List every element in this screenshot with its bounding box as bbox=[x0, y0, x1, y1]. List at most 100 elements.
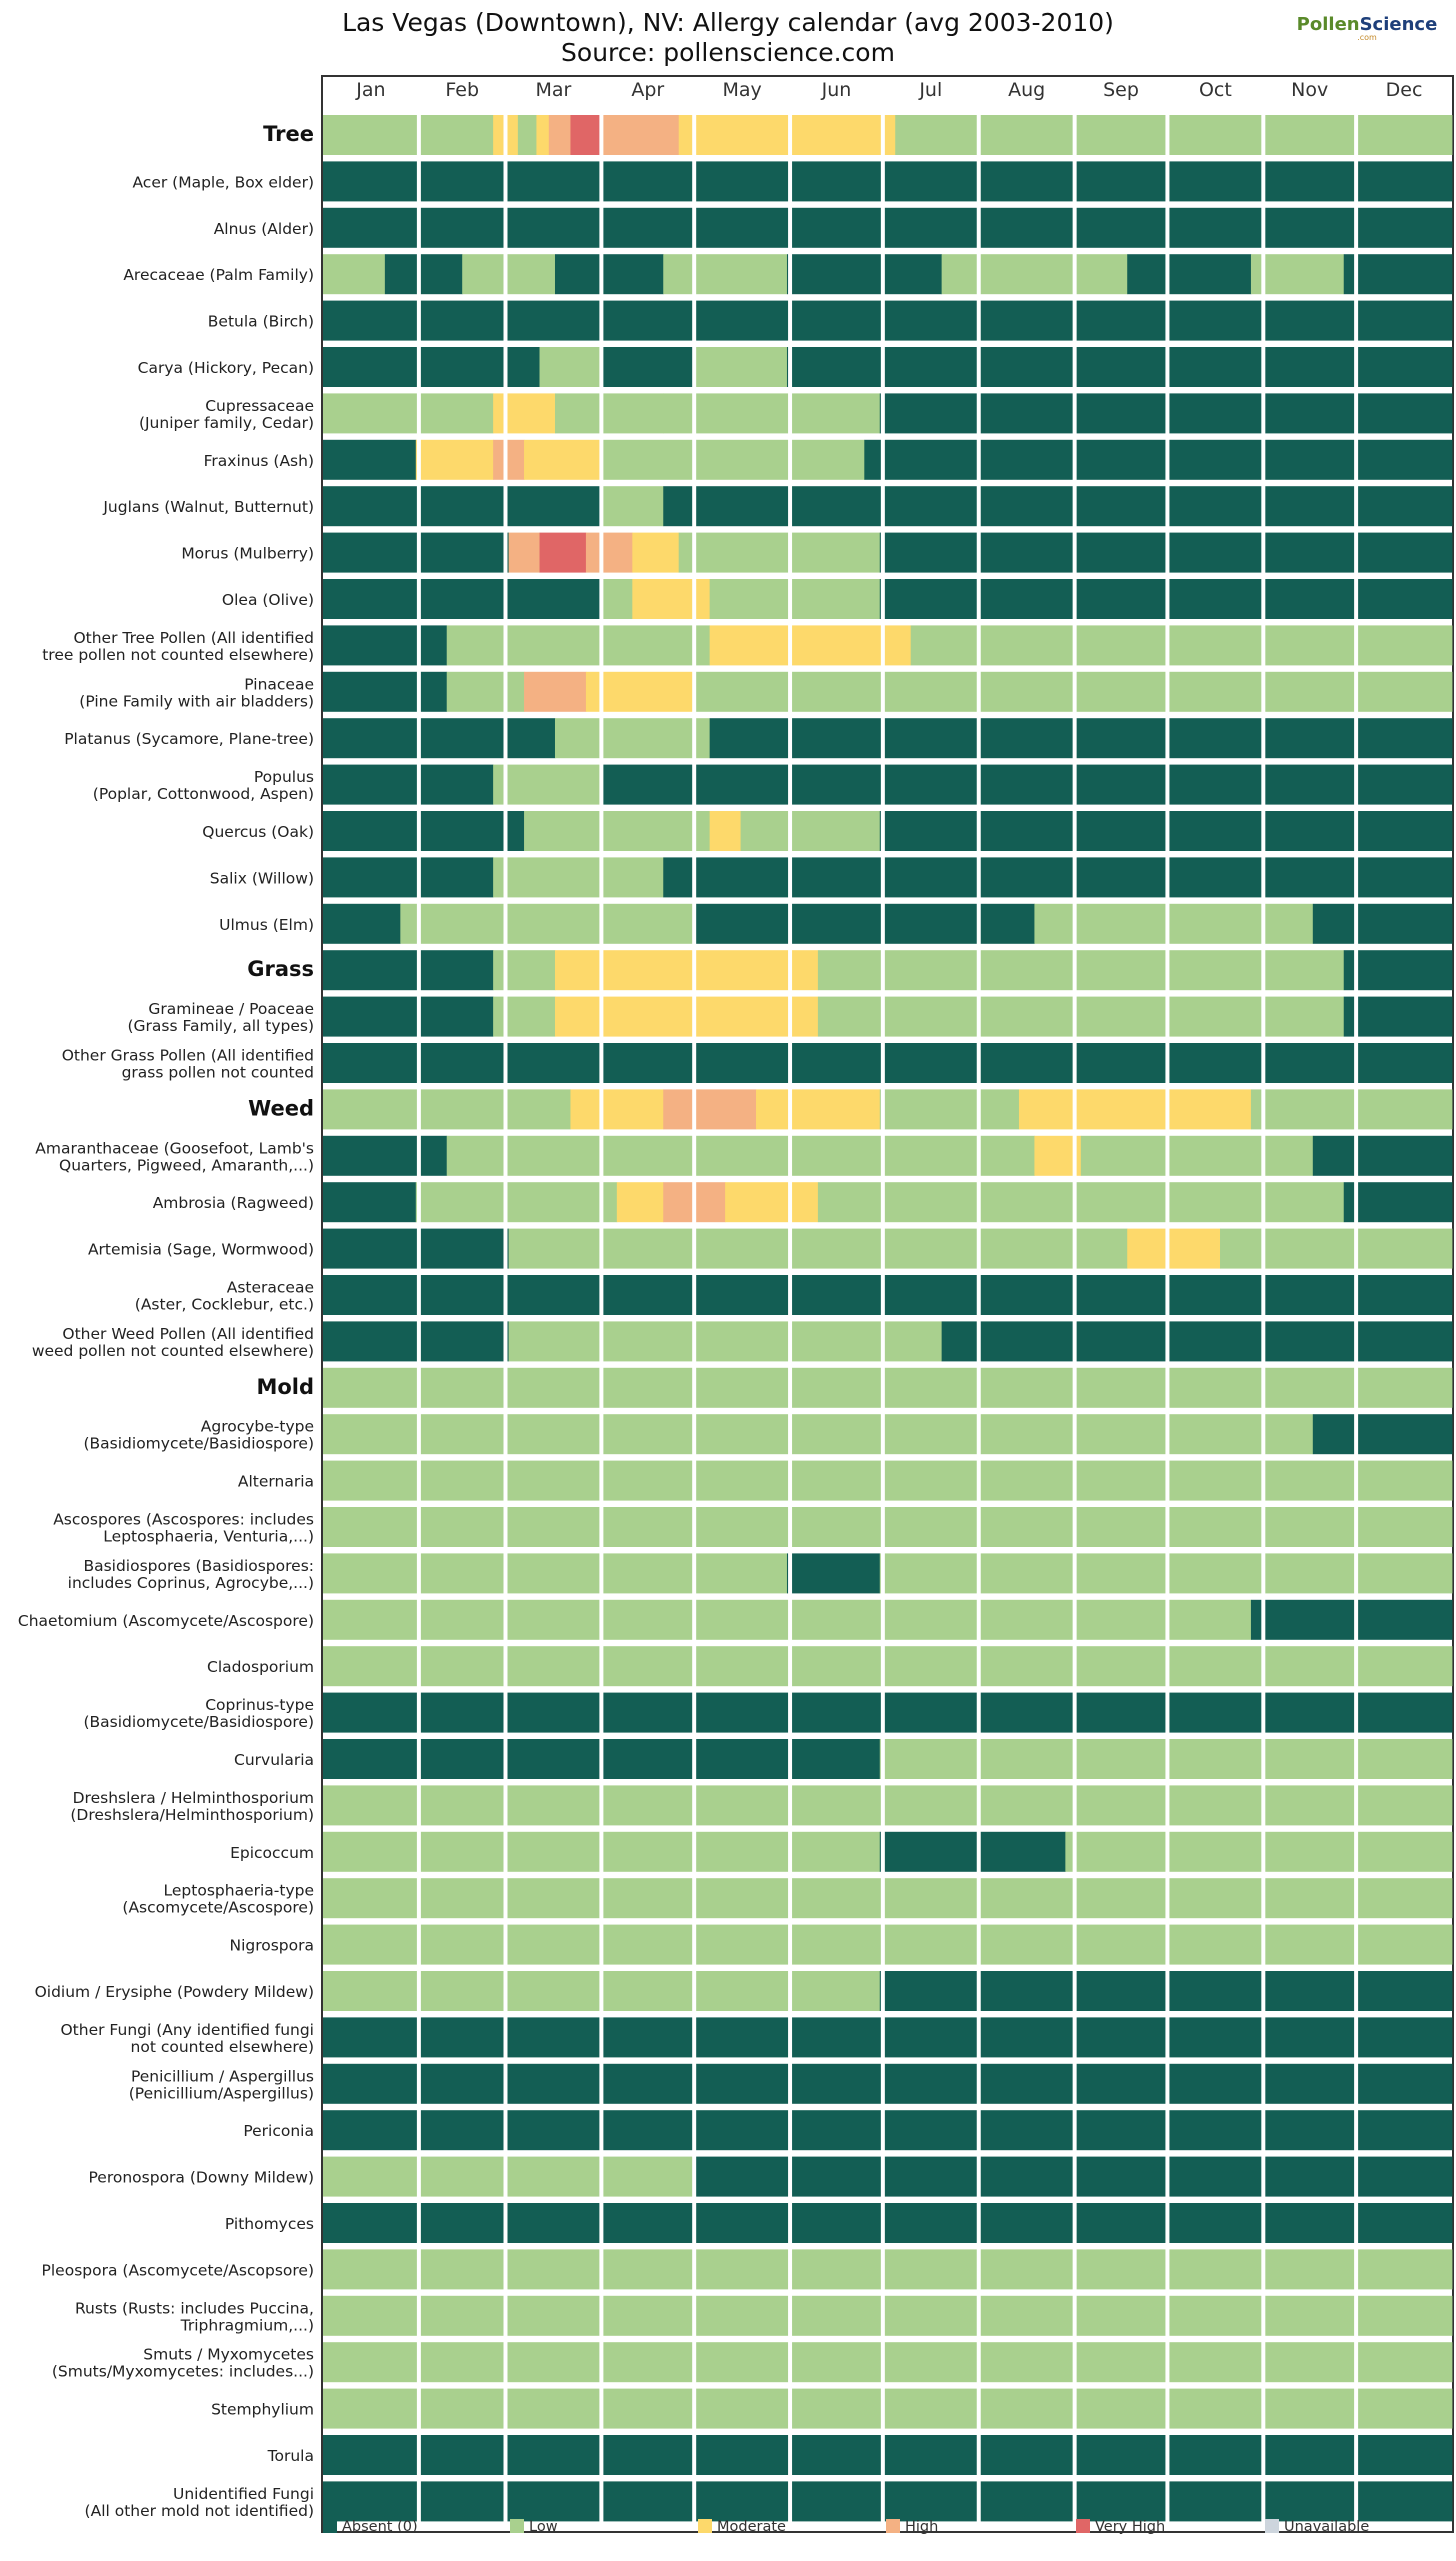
cell-morus-mulberry-2 bbox=[539, 532, 587, 573]
cell-ambrosia-ragweed-5 bbox=[817, 1182, 1345, 1223]
cell-alternaria-0 bbox=[323, 1460, 1453, 1501]
cell-ambrosia-ragweed-2 bbox=[616, 1182, 664, 1223]
month-label-nov: Nov bbox=[1291, 79, 1328, 101]
cell-fraxinus-ash-4 bbox=[601, 439, 865, 480]
cell-platanus-sycamore-plane-tree-2 bbox=[709, 718, 1453, 759]
cell-ambrosia-ragweed-6 bbox=[1343, 1182, 1453, 1223]
cell-dreshslera-helminthosporium-dreshslera-h-0 bbox=[323, 1785, 1453, 1826]
cell-juglans-walnut-butternut-0 bbox=[323, 486, 602, 527]
row-label-stemphylium: Stemphylium bbox=[211, 2401, 314, 2419]
cell-tree-3 bbox=[536, 115, 550, 155]
cell-carya-hickory-pecan-4 bbox=[786, 347, 1453, 387]
cell-penicillium-aspergillus-penicillium-aspe-0 bbox=[323, 2063, 1453, 2104]
cell-other-tree-pollen-all-identified-tree-po-2 bbox=[709, 625, 912, 666]
cell-carya-hickory-pecan-1 bbox=[539, 347, 602, 387]
cell-salix-willow-2 bbox=[663, 857, 1453, 898]
cell-populus-poplar-cottonwood-aspen-0 bbox=[323, 764, 494, 805]
cell-ambrosia-ragweed-1 bbox=[415, 1182, 618, 1223]
cell-arecaceae-palm-family-7 bbox=[1127, 254, 1252, 295]
row-label-juglans-walnut-butternut: Juglans (Walnut, Butternut) bbox=[102, 498, 314, 516]
month-label-jan: Jan bbox=[355, 79, 385, 101]
legend-label-unavailable: Unavailable bbox=[1284, 2519, 1369, 2535]
cell-amaranthaceae-goosefoot-lamb-s-quarters--4 bbox=[1312, 1135, 1453, 1176]
legend-label-absent-0: Absent (0) bbox=[342, 2519, 418, 2535]
row-label-nigrospora: Nigrospora bbox=[229, 1937, 314, 1955]
cell-platanus-sycamore-plane-tree-0 bbox=[323, 718, 556, 759]
cell-pinaceae-pine-family-with-air-bladders-3 bbox=[585, 671, 695, 712]
row-label-ambrosia-ragweed: Ambrosia (Ragweed) bbox=[153, 1194, 314, 1212]
cell-weed-5 bbox=[1018, 1089, 1252, 1130]
row-label-rusts-rusts-includes-puccina-triphragmiu: Rusts (Rusts: includes Puccina, Triphragm… bbox=[75, 2299, 314, 2334]
chart-title: Las Vegas (Downtown), NV: Allergy calend… bbox=[342, 8, 1114, 37]
row-label-olea-olive: Olea (Olive) bbox=[222, 591, 314, 609]
cell-fraxinus-ash-5 bbox=[864, 439, 1453, 480]
cell-morus-mulberry-4 bbox=[632, 532, 680, 573]
month-label-jun: Jun bbox=[821, 79, 852, 101]
cell-tree-7 bbox=[678, 115, 896, 155]
cell-arecaceae-palm-family-8 bbox=[1250, 254, 1345, 295]
row-label-artemisia-sage-wormwood: Artemisia (Sage, Wormwood) bbox=[88, 1241, 314, 1259]
cell-stemphylium-0 bbox=[323, 2388, 1453, 2429]
cell-other-tree-pollen-all-identified-tree-po-1 bbox=[446, 625, 711, 666]
cell-salix-willow-0 bbox=[323, 857, 494, 898]
cell-cladosporium-0 bbox=[323, 1646, 1453, 1687]
cell-pinaceae-pine-family-with-air-bladders-2 bbox=[524, 671, 587, 712]
month-label-may: May bbox=[722, 79, 761, 101]
cell-weed-0 bbox=[323, 1089, 571, 1130]
row-label-oidium-erysiphe-powdery-mildew: Oidium / Erysiphe (Powdery Mildew) bbox=[35, 1983, 314, 2001]
cell-alnus-alder-0 bbox=[323, 207, 1453, 248]
cell-amaranthaceae-goosefoot-lamb-s-quarters--3 bbox=[1080, 1135, 1314, 1176]
cell-morus-mulberry-5 bbox=[678, 532, 881, 573]
cell-carya-hickory-pecan-3 bbox=[694, 347, 788, 387]
cell-pinaceae-pine-family-with-air-bladders-0 bbox=[323, 671, 448, 712]
row-label-smuts-myxomycetes-smuts-myxomycetes-incl: Smuts / Myxomycetes (Smuts/Myxomycetes: i… bbox=[52, 2346, 314, 2381]
cell-weed-2 bbox=[663, 1089, 757, 1130]
row-label-torula: Torula bbox=[267, 2447, 314, 2465]
row-label-populus-poplar-cottonwood-aspen: Populus (Poplar, Cottonwood, Aspen) bbox=[93, 768, 314, 803]
cell-pithomyces-0 bbox=[323, 2203, 1453, 2243]
cell-basidiospores-basidiospores-includes-cop-0 bbox=[323, 1553, 788, 1594]
cell-artemisia-sage-wormwood-2 bbox=[1127, 1228, 1221, 1269]
cell-peronospora-downy-mildew-0 bbox=[323, 2156, 695, 2197]
cell-arecaceae-palm-family-0 bbox=[323, 254, 386, 295]
cell-grass-1 bbox=[493, 950, 556, 991]
cell-quercus-oak-2 bbox=[709, 811, 741, 851]
cell-grass-4 bbox=[1343, 950, 1453, 991]
cell-ulmus-elm-3 bbox=[1034, 903, 1314, 944]
row-label-peronospora-downy-mildew: Peronospora (Downy Mildew) bbox=[89, 2169, 315, 2187]
cell-arecaceae-palm-family-1 bbox=[384, 254, 463, 295]
row-label-periconia: Periconia bbox=[243, 2122, 314, 2140]
row-label-pinaceae-pine-family-with-air-bladders: Pinaceae (Pine Family with air bladders) bbox=[79, 675, 314, 710]
row-label-unidentified-fungi-all-other-mold-not-id: Unidentified Fungi (All other mold not id… bbox=[85, 2485, 314, 2520]
cell-grass-0 bbox=[323, 950, 494, 991]
cell-nigrospora-0 bbox=[323, 1924, 1453, 1965]
cell-morus-mulberry-0 bbox=[323, 532, 509, 573]
cell-arecaceae-palm-family-6 bbox=[941, 254, 1128, 295]
cell-quercus-oak-1 bbox=[524, 811, 711, 851]
cell-rusts-rusts-includes-puccina-triphragmiu-0 bbox=[323, 2295, 1453, 2336]
row-label-ascospores-ascospores-includes-leptospha: Ascospores (Ascospores: includes Leptosph… bbox=[53, 1511, 314, 1546]
cell-ulmus-elm-2 bbox=[694, 903, 1035, 944]
row-label-cupressaceae-juniper-family-cedar: Cupressaceae (Juniper family, Cedar) bbox=[139, 397, 314, 432]
cell-fraxinus-ash-3 bbox=[524, 439, 602, 480]
row-label-ulmus-elm: Ulmus (Elm) bbox=[219, 916, 314, 934]
pollenscience-logo[interactable]: PollenScience .com bbox=[1292, 14, 1442, 42]
row-label-amaranthaceae-goosefoot-lamb-s-quarters-: Amaranthaceae (Goosefoot, Lamb's Quarters… bbox=[35, 1139, 314, 1174]
legend-swatch-absent-0 bbox=[323, 2519, 337, 2533]
cell-olea-olive-0 bbox=[323, 579, 602, 619]
month-label-jul: Jul bbox=[918, 79, 942, 101]
row-label-curvularia: Curvularia bbox=[234, 1751, 314, 1769]
cell-artemisia-sage-wormwood-0 bbox=[323, 1228, 509, 1269]
row-label-alternaria: Alternaria bbox=[238, 1473, 314, 1491]
legend-label-low: Low bbox=[529, 2519, 558, 2535]
cell-populus-poplar-cottonwood-aspen-1 bbox=[493, 764, 602, 805]
cell-cupressaceae-juniper-family-cedar-0 bbox=[323, 393, 494, 434]
logo-part-pollen: Pollen bbox=[1296, 14, 1360, 35]
cell-agrocybe-type-basidiomycete-basidiospore-1 bbox=[1312, 1414, 1453, 1455]
row-label-weed: Weed bbox=[248, 1096, 314, 1120]
legend-swatch-unavailable bbox=[1265, 2519, 1279, 2533]
cell-juglans-walnut-butternut-1 bbox=[601, 486, 664, 527]
cell-platanus-sycamore-plane-tree-1 bbox=[554, 718, 711, 759]
chart-subtitle: Source: pollenscience.com bbox=[561, 38, 895, 67]
logo-domain: .com bbox=[1357, 33, 1377, 42]
